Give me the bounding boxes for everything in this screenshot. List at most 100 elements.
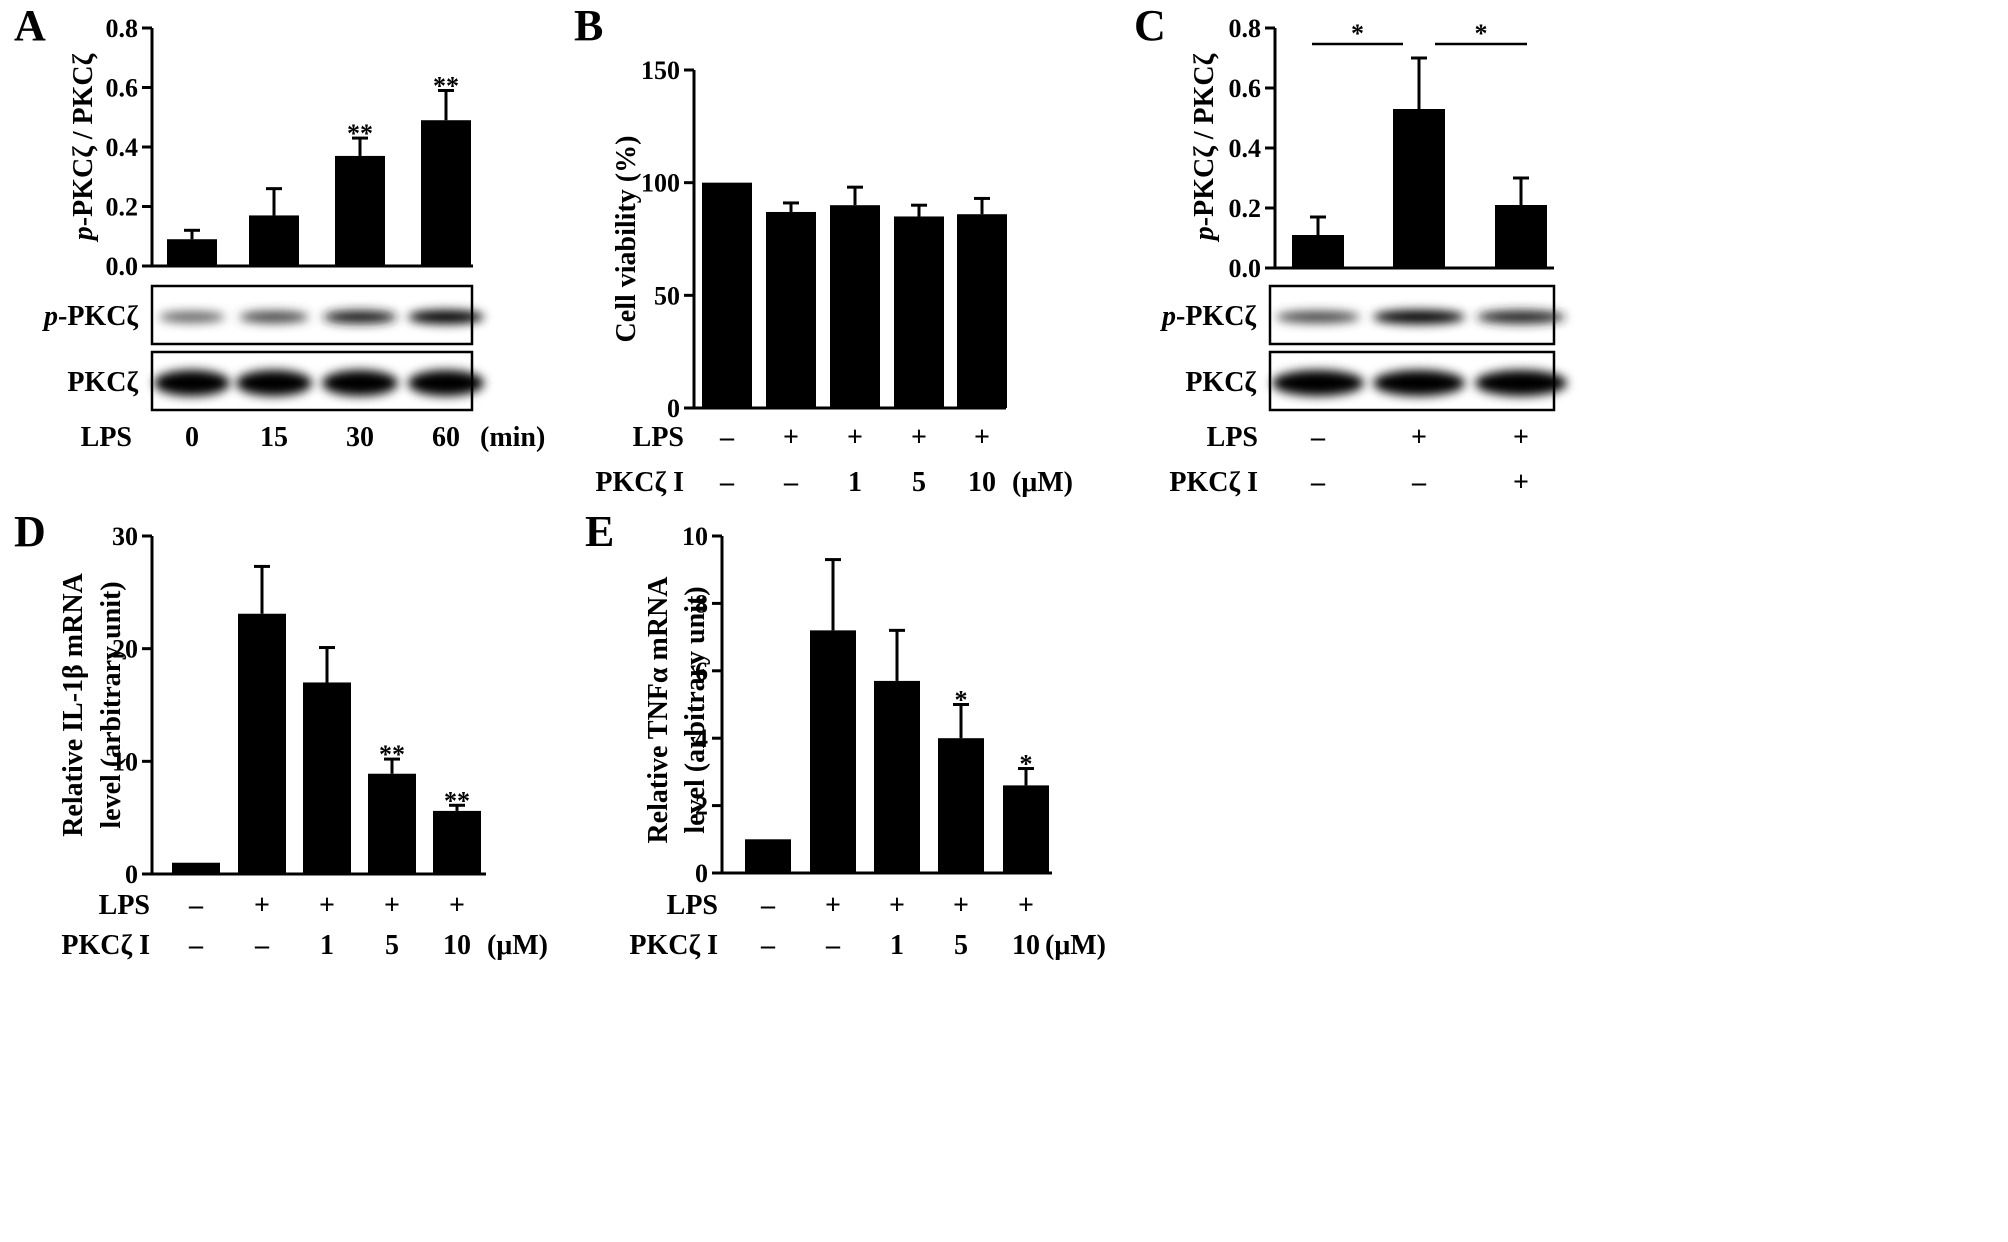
blot-band [154,370,230,396]
panel-d: D 0 10 20 30 Relative IL-1β mRNA level (arbitr… [14,507,548,961]
blot-band [239,310,309,324]
condition-value: 1 [848,467,862,498]
y-tick-label: 100 [641,169,680,198]
condition-value: 10 [1012,930,1040,961]
panel-label: A [14,1,46,50]
panel-label: C [1134,1,1166,50]
bar [1393,109,1445,268]
bar [167,239,217,266]
y-tick-label: 0.2 [1229,194,1262,223]
significance-mark: ** [433,71,459,100]
condition-value: – [1310,422,1326,453]
y-tick-label: 0.6 [106,74,139,103]
blot-band [1373,310,1465,324]
y-axis-label-line1: Relative IL-1β mRNA [58,572,89,836]
y-tick-label: 150 [641,56,680,85]
y-tick-label: 0 [667,394,680,423]
bar [1003,785,1049,873]
y-tick-label: 0 [125,860,138,889]
condition-value: + [953,890,969,921]
condition-unit: (μM) [487,930,548,961]
y-tick-label: 6 [695,657,708,686]
y-axis-label-line2: level (arbitrary unit) [96,581,127,828]
condition-label: LPS [1207,422,1258,453]
y-tick-label: 0.4 [1229,134,1262,163]
condition-value: 1 [320,930,334,961]
condition-label: PKCζ I [1169,467,1258,498]
blot-row-label: p-PKCζ [1160,301,1256,332]
panel-e: E 0 2 4 6 8 10 Relative TNFα mRNA level (arbitra… [585,507,1106,961]
bar [938,738,984,873]
blot-row-label: PKCζ [67,367,138,398]
condition-label: LPS [667,890,718,921]
bar [303,682,351,874]
bar [745,839,791,873]
condition-value: 60 [432,422,460,453]
condition-value: + [254,890,270,921]
bar [810,630,856,873]
condition-label: PKCζ I [595,467,684,498]
blot-band [408,310,484,324]
bar [702,182,752,408]
blot-band [236,370,312,396]
condition-label: LPS [99,890,150,921]
significance-mark: * [955,686,968,715]
condition-value: – [783,467,799,498]
condition-value: + [889,890,905,921]
condition-value: + [911,422,927,453]
bar [1292,235,1344,268]
condition-value: 10 [443,930,471,961]
condition-value: – [719,467,735,498]
y-tick-label: 0.6 [1229,74,1262,103]
y-axis-label: p-PKCζ / PKCζ [68,53,99,242]
blot-row-label: p-PKCζ [42,301,138,332]
condition-value: 5 [954,930,968,961]
significance-mark: * [1351,19,1364,48]
condition-unit: (μM) [1012,467,1073,498]
bar [172,862,220,874]
condition-value: 5 [912,467,926,498]
condition-value: + [319,890,335,921]
panel-label: B [574,1,603,50]
significance-mark: ** [444,786,470,815]
bar [335,155,385,266]
condition-value: 10 [968,467,996,498]
condition-value: – [188,930,204,961]
condition-value: – [254,930,270,961]
y-tick-label: 10 [112,747,138,776]
significance-mark: ** [379,740,405,769]
blot-band [1476,310,1566,324]
condition-label: PKCζ I [61,930,150,961]
condition-value: + [1513,422,1529,453]
bar [894,216,944,408]
condition-value: + [1513,467,1529,498]
blot-band [1272,370,1364,396]
blot-band [1373,370,1465,396]
bar [830,205,880,408]
panel-c: C 0.0 0.2 0.4 0.6 0.8 p-PKCζ / PKCζ * * p-PKCζ PKC… [1134,1,1567,498]
condition-label: LPS [633,422,684,453]
bar [249,215,299,266]
y-tick-label: 0.0 [106,252,139,281]
y-tick-label: 0.2 [106,193,139,222]
condition-value: + [974,422,990,453]
condition-value: + [1411,422,1427,453]
panel-b: B 0 50 100 150 Cell viability (%) LPS – + + + + PKCζ… [574,1,1073,498]
blot-band [1276,310,1360,324]
y-tick-label: 0.8 [106,14,139,43]
y-axis-label: Cell viability (%) [611,136,642,343]
condition-value: + [825,890,841,921]
y-tick-label: 2 [695,792,708,821]
bar [1495,205,1547,268]
condition-value: 0 [185,422,199,453]
condition-value: – [760,890,776,921]
y-tick-label: 30 [112,522,138,551]
condition-unit: (min) [480,422,545,453]
significance-mark: ** [347,119,373,148]
condition-value: – [760,930,776,961]
significance-mark: * [1475,19,1488,48]
y-tick-label: 4 [695,724,708,753]
significance-mark: * [1020,750,1033,779]
bar [766,211,816,408]
